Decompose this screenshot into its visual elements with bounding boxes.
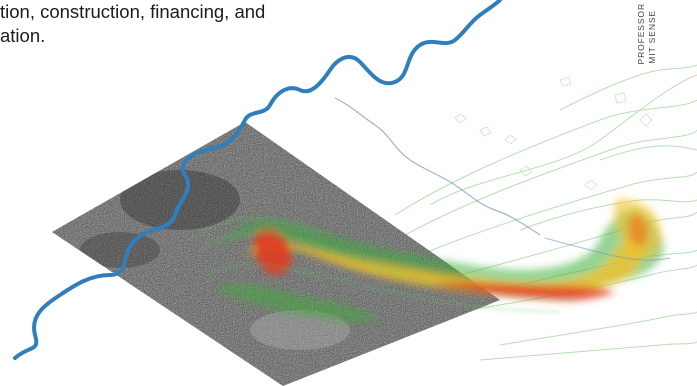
river-line (13, 0, 502, 360)
secondary-river-line (334, 97, 541, 236)
article-body-text: tion, construction, financing, and ation… (0, 0, 380, 48)
secondary-river-line-2 (544, 237, 671, 261)
article-text-line-1: tion, construction, financing, and (0, 1, 266, 22)
heatmap-layer (189, 198, 664, 323)
article-text-line-2: ation. (0, 25, 46, 46)
